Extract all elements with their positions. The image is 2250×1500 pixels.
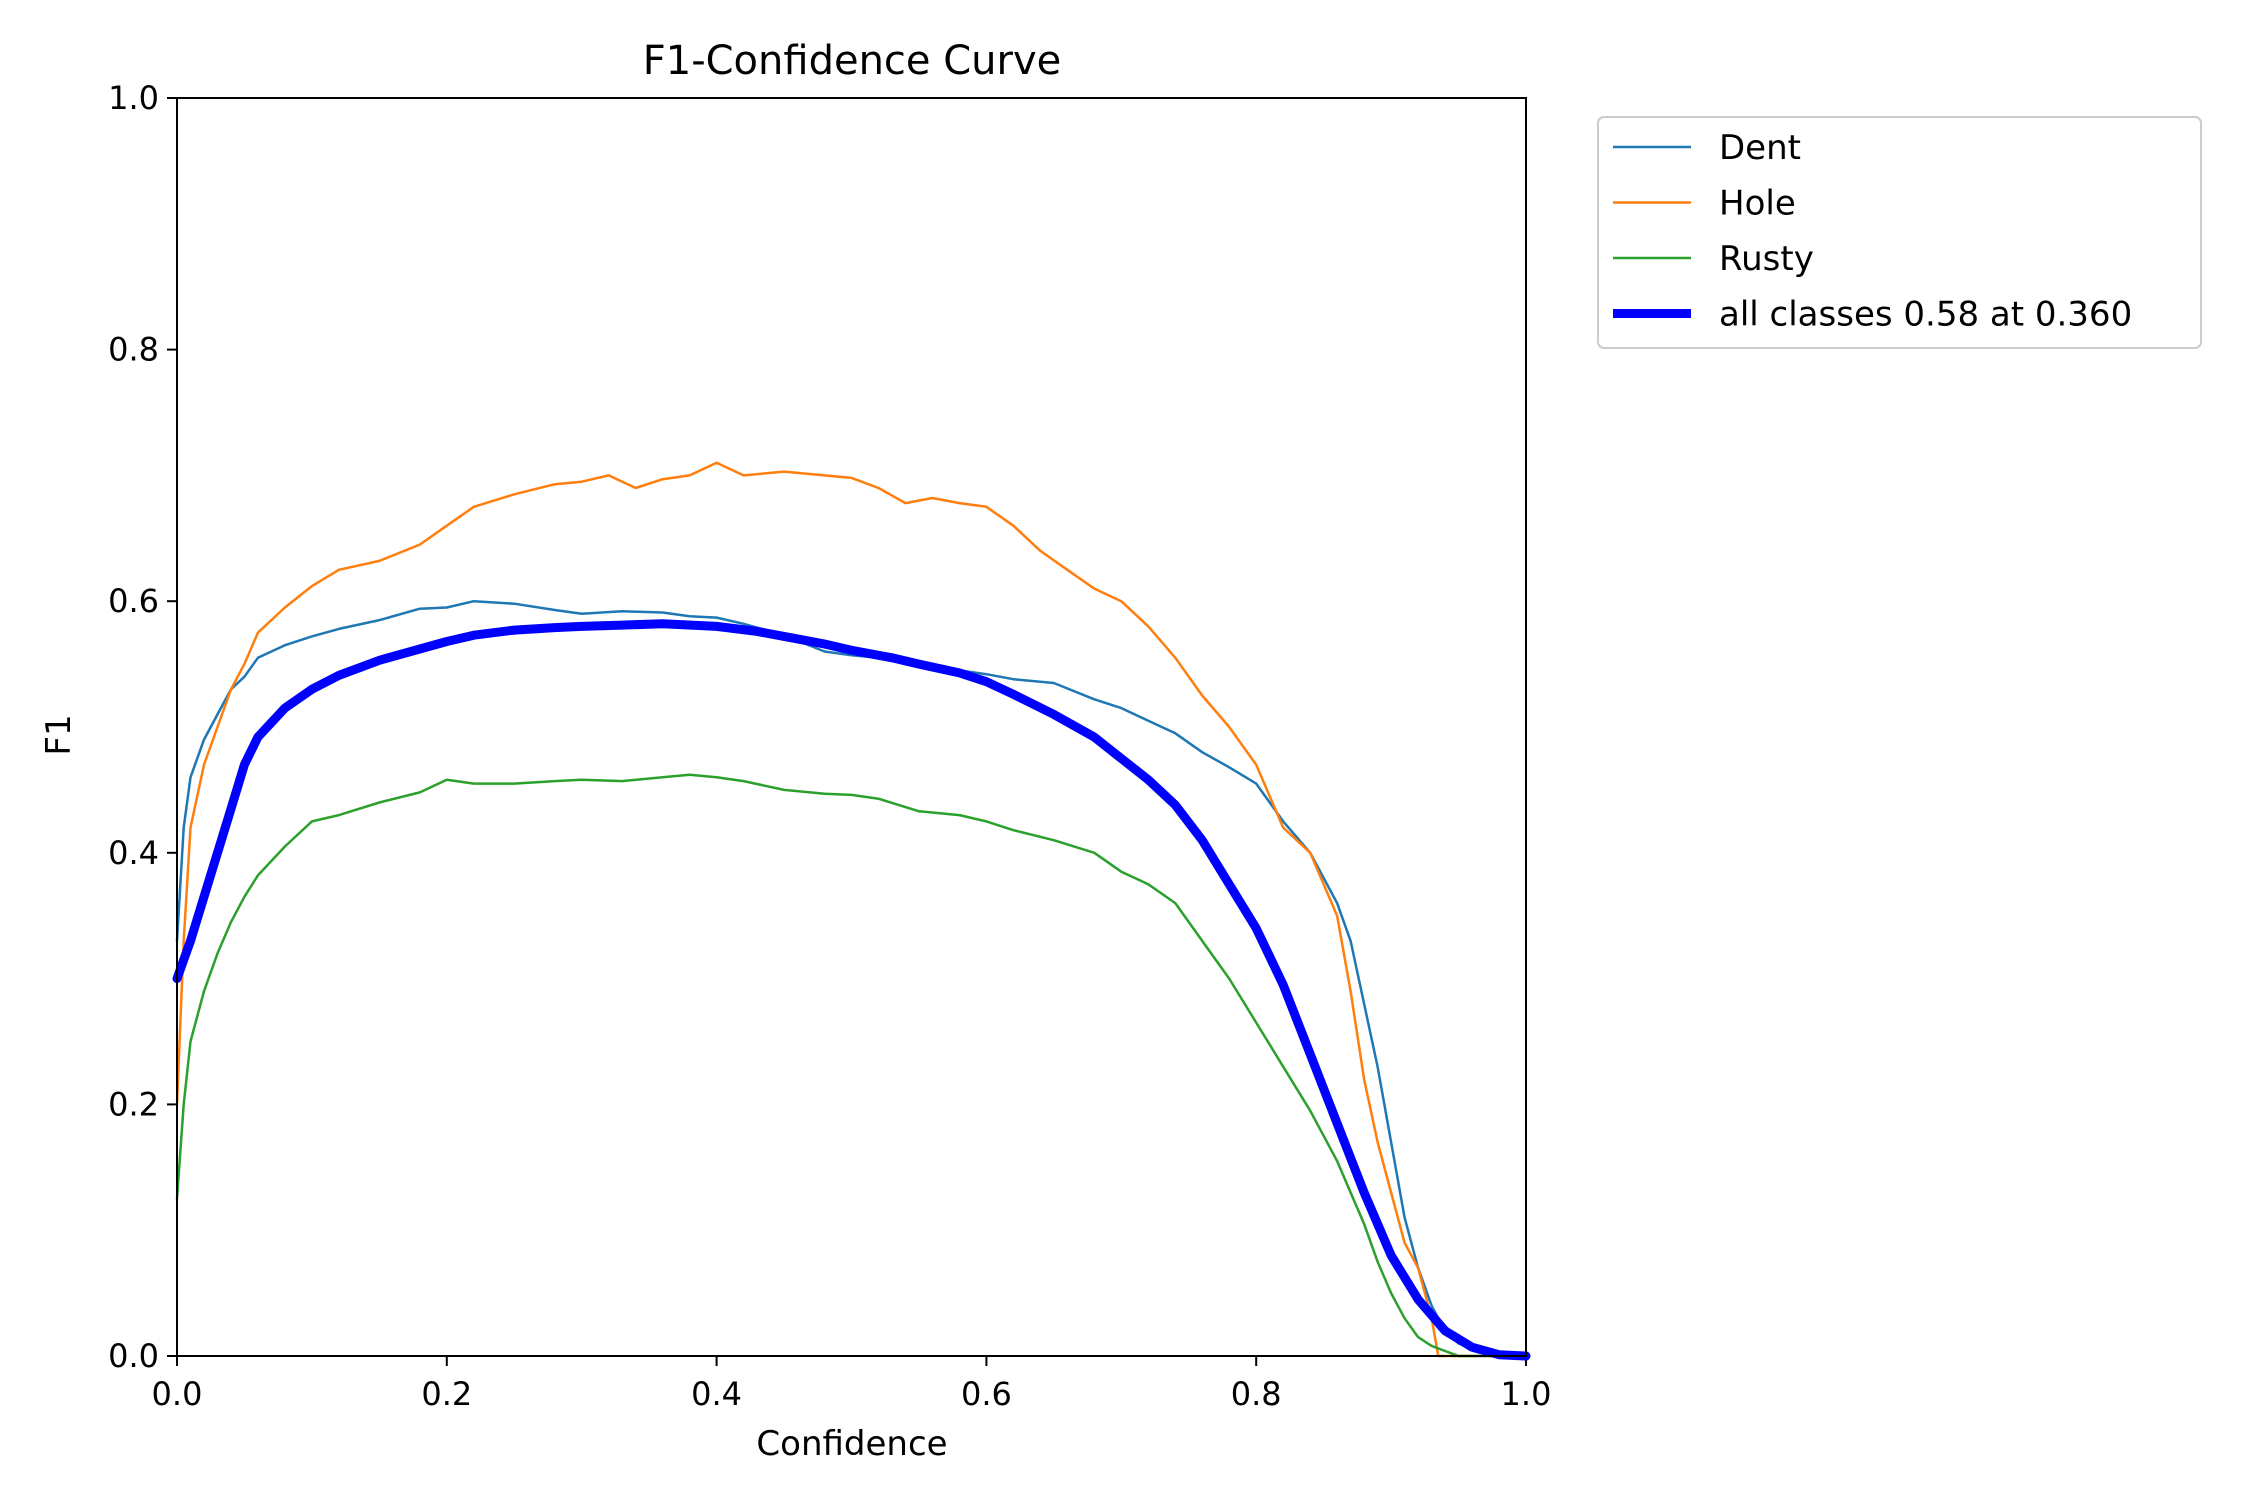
- legend-label: Dent: [1719, 128, 1801, 168]
- series-line-hole: [175, 461, 1528, 1358]
- x-tick-label: 0.0: [152, 1375, 203, 1413]
- y-axis-label: F1: [39, 714, 79, 755]
- y-tick-label: 0.8: [108, 331, 159, 369]
- axis-ticks: 0.0 0.2 0.4 0.6 0.8 1.0 0.0 0.2 0.4 0.6 0.8 1.0: [108, 79, 1551, 1413]
- series-line-dent: [175, 599, 1528, 1358]
- plot-frame: [176, 97, 1527, 1357]
- y-tick-label: 0.4: [108, 834, 159, 872]
- chart-title: F1-Confidence Curve: [643, 38, 1062, 84]
- legend-box: [1597, 116, 2202, 349]
- x-tick-label: 0.6: [961, 1375, 1012, 1413]
- y-tick-label: 0.0: [108, 1337, 159, 1375]
- plot-series: [172, 461, 1531, 1361]
- x-tick-label: 0.2: [421, 1375, 472, 1413]
- x-tick-label: 0.8: [1231, 1375, 1282, 1413]
- series-line-rusty: [175, 773, 1528, 1358]
- legend-label: Rusty: [1719, 239, 1814, 279]
- legend: Dent Hole Rusty all classes 0.58 at 0.360: [1597, 116, 2202, 349]
- y-tick-label: 1.0: [108, 79, 159, 117]
- x-tick-label: 1.0: [1501, 1375, 1552, 1413]
- y-tick-label: 0.6: [108, 582, 159, 620]
- legend-label: all classes 0.58 at 0.360: [1719, 295, 2132, 335]
- x-tick-label: 0.4: [691, 1375, 742, 1413]
- legend-label: Hole: [1719, 184, 1796, 224]
- y-tick-label: 0.2: [108, 1085, 159, 1123]
- x-axis-label: Confidence: [756, 1424, 947, 1464]
- series-line-all-classes-0-58-at-0-360: [172, 619, 1531, 1361]
